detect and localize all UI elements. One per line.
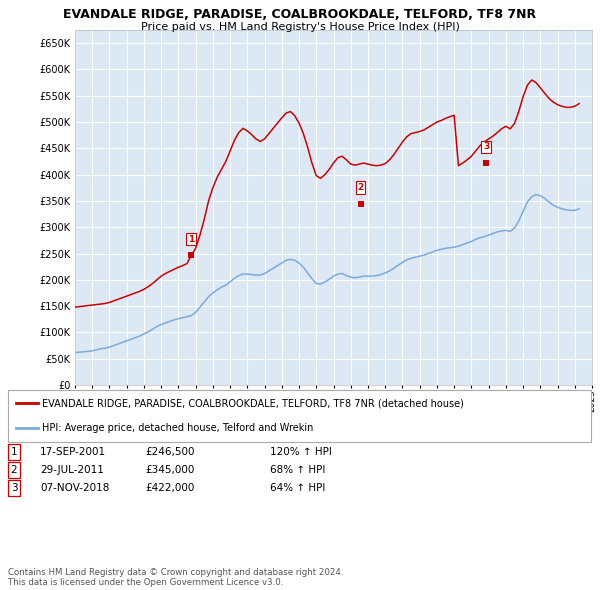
Text: EVANDALE RIDGE, PARADISE, COALBROOKDALE, TELFORD, TF8 7NR: EVANDALE RIDGE, PARADISE, COALBROOKDALE,…: [64, 8, 536, 21]
Text: 3: 3: [11, 483, 17, 493]
Text: 1: 1: [11, 447, 17, 457]
Text: £345,000: £345,000: [145, 465, 194, 475]
Text: 68% ↑ HPI: 68% ↑ HPI: [270, 465, 325, 475]
FancyBboxPatch shape: [8, 390, 591, 442]
Text: 1: 1: [188, 235, 194, 244]
Text: 29-JUL-2011: 29-JUL-2011: [40, 465, 104, 475]
Text: £422,000: £422,000: [145, 483, 194, 493]
Text: 2: 2: [358, 183, 364, 192]
Text: 3: 3: [483, 143, 489, 152]
Text: 120% ↑ HPI: 120% ↑ HPI: [270, 447, 332, 457]
Text: Price paid vs. HM Land Registry's House Price Index (HPI): Price paid vs. HM Land Registry's House …: [140, 22, 460, 32]
Text: 2: 2: [11, 465, 17, 475]
Text: 07-NOV-2018: 07-NOV-2018: [40, 483, 109, 493]
Text: 17-SEP-2001: 17-SEP-2001: [40, 447, 106, 457]
Text: 64% ↑ HPI: 64% ↑ HPI: [270, 483, 325, 493]
Text: Contains HM Land Registry data © Crown copyright and database right 2024.
This d: Contains HM Land Registry data © Crown c…: [8, 568, 343, 588]
Text: EVANDALE RIDGE, PARADISE, COALBROOKDALE, TELFORD, TF8 7NR (detached house): EVANDALE RIDGE, PARADISE, COALBROOKDALE,…: [42, 398, 464, 408]
Text: HPI: Average price, detached house, Telford and Wrekin: HPI: Average price, detached house, Telf…: [42, 423, 313, 433]
Text: £246,500: £246,500: [145, 447, 194, 457]
